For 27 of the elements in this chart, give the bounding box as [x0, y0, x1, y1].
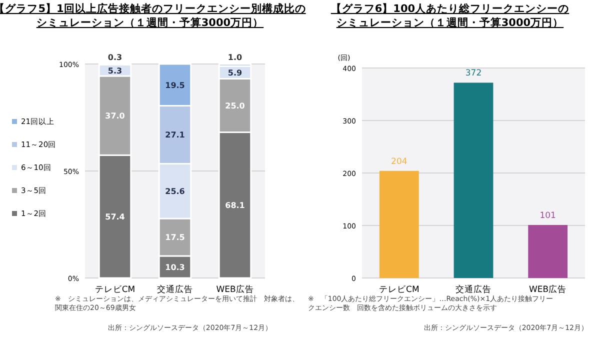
data-label: 1.0 [228, 53, 243, 62]
data-label: 27.1 [165, 130, 186, 140]
x-tick-label: 交通広告 [456, 284, 492, 295]
data-label: 10.3 [165, 262, 185, 272]
chart-title: 【グラフ6】100人あたり総フリークエンシーのシミュレーション（１週間・予算3000万円） [330, 2, 570, 29]
x-tick-label: テレビCM [379, 284, 420, 295]
data-label: 0.3 [108, 53, 122, 62]
data-label: 101 [540, 210, 556, 221]
data-label: 57.4 [105, 212, 126, 222]
bar [528, 224, 568, 278]
x-tick-label: WEB広告 [529, 284, 567, 295]
chart-title: 【グラフ5】1回以上広告接触者のフリークエンシー別構成比のシミュレーション（１週間・予算3000万円） [0, 2, 306, 29]
x-tick-label: WEB広告 [216, 284, 254, 295]
bar [379, 170, 419, 278]
data-label: 5.9 [228, 68, 243, 78]
data-label: 25.6 [165, 187, 186, 196]
x-tick-label: テレビCM [94, 284, 136, 295]
data-label: 5.3 [108, 66, 122, 76]
data-label: 68.1 [225, 201, 246, 210]
data-label: 204 [391, 156, 408, 167]
data-label: 25.0 [225, 102, 246, 111]
data-label: 372 [465, 68, 482, 79]
x-tick-label: 交通広告 [157, 284, 193, 295]
data-label: 19.5 [165, 80, 186, 90]
data-label: 17.5 [165, 233, 186, 242]
bar [454, 82, 494, 278]
data-label: 37.0 [105, 112, 126, 121]
